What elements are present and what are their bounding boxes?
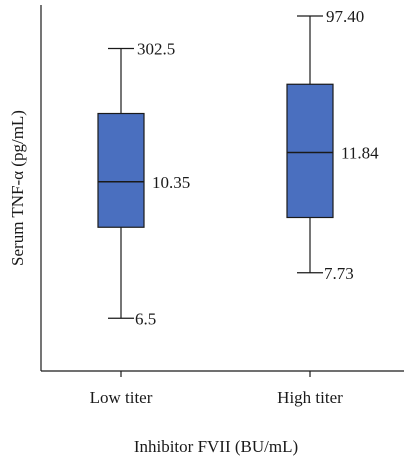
low-titer-median-label: 10.35 bbox=[152, 173, 190, 192]
y-axis-label: Serum TNF-α (pg/mL) bbox=[8, 110, 27, 266]
high-titer-max-label: 97.40 bbox=[326, 7, 364, 26]
high-titer-category-label: High titer bbox=[277, 388, 343, 407]
high-titer-min-label: 7.73 bbox=[324, 264, 354, 283]
low-titer-min-label: 6.5 bbox=[135, 309, 156, 328]
x-axis-label: Inhibitor FVII (BU/mL) bbox=[134, 437, 298, 456]
low-titer-box bbox=[97, 112, 145, 228]
high-titer-median-label: 11.84 bbox=[341, 144, 379, 163]
high-titer-box bbox=[286, 83, 334, 219]
plot-area: 302.5 10.35 6.5 Low titer 97.40 11.84 7.73 High… bbox=[40, 5, 404, 407]
low-titer-category-label: Low titer bbox=[90, 388, 153, 407]
low-titer-max-label: 302.5 bbox=[137, 40, 175, 59]
